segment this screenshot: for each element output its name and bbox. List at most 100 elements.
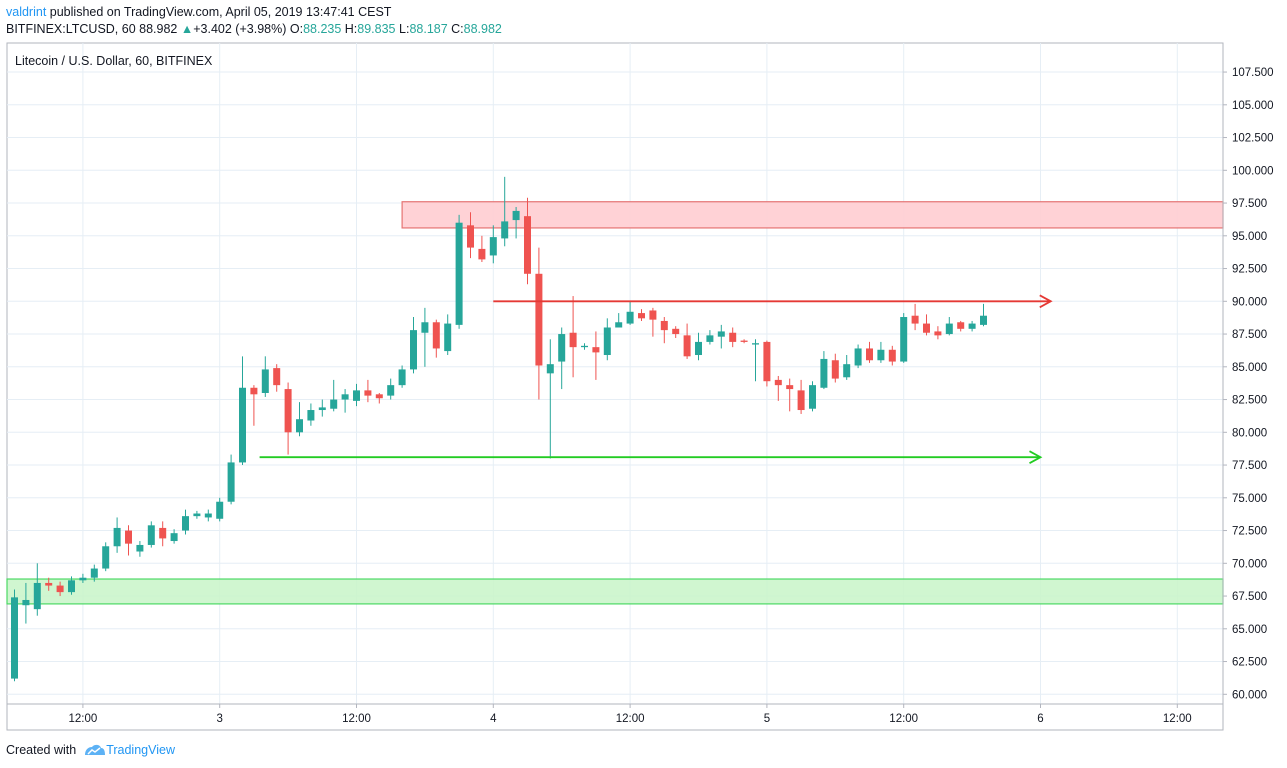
candle[interactable]	[216, 497, 224, 522]
candle[interactable]	[866, 341, 873, 363]
candle[interactable]	[307, 403, 315, 426]
candle-body[interactable]	[375, 394, 383, 399]
candle-body[interactable]	[695, 341, 702, 356]
candle-body[interactable]	[125, 530, 132, 544]
candle-body[interactable]	[900, 317, 908, 362]
candle[interactable]	[147, 521, 155, 548]
candle[interactable]	[501, 176, 509, 247]
candle-body[interactable]	[706, 335, 714, 342]
candle[interactable]	[535, 247, 543, 400]
candle[interactable]	[353, 383, 360, 407]
candle-body[interactable]	[968, 323, 976, 329]
candle[interactable]	[957, 320, 965, 332]
candle[interactable]	[615, 313, 623, 328]
candle-body[interactable]	[113, 527, 121, 547]
candle-body[interactable]	[261, 369, 269, 393]
tradingview-brand[interactable]: TradingView	[80, 743, 175, 757]
candle[interactable]	[410, 317, 417, 374]
candle-body[interactable]	[489, 237, 497, 256]
candle-body[interactable]	[809, 385, 816, 409]
candle[interactable]	[455, 214, 463, 329]
candle-body[interactable]	[33, 582, 41, 610]
candle-body[interactable]	[444, 323, 452, 352]
candle-body[interactable]	[774, 379, 782, 386]
candle[interactable]	[923, 314, 930, 336]
candle-body[interactable]	[478, 248, 486, 260]
candle-body[interactable]	[11, 597, 18, 679]
candle[interactable]	[273, 364, 281, 392]
candle[interactable]	[831, 353, 839, 383]
candle[interactable]	[467, 212, 474, 259]
candle[interactable]	[318, 399, 326, 417]
candle-body[interactable]	[102, 546, 110, 569]
candle-body[interactable]	[364, 390, 372, 396]
candle[interactable]	[877, 341, 885, 363]
brand-label[interactable]: TradingView	[106, 743, 175, 757]
candle[interactable]	[227, 454, 235, 505]
candle-body[interactable]	[56, 585, 64, 593]
candle-body[interactable]	[353, 390, 360, 401]
candle-body[interactable]	[193, 513, 201, 517]
candle-body[interactable]	[398, 369, 406, 386]
candle[interactable]	[296, 402, 303, 437]
candle-body[interactable]	[307, 410, 315, 421]
candle[interactable]	[809, 381, 816, 412]
candle-body[interactable]	[603, 327, 611, 356]
candle[interactable]	[113, 517, 121, 553]
candle-body[interactable]	[410, 330, 417, 370]
candle[interactable]	[375, 393, 383, 404]
candle[interactable]	[56, 581, 64, 597]
candle-body[interactable]	[888, 349, 896, 362]
candle-body[interactable]	[615, 322, 623, 328]
candle[interactable]	[33, 563, 41, 616]
candle-body[interactable]	[923, 323, 930, 333]
candle[interactable]	[170, 529, 178, 544]
candle-body[interactable]	[68, 580, 75, 593]
candle[interactable]	[740, 339, 748, 344]
candle-body[interactable]	[204, 513, 212, 518]
candle-body[interactable]	[877, 349, 885, 361]
candle-body[interactable]	[649, 310, 657, 320]
candle[interactable]	[22, 582, 30, 624]
candle-body[interactable]	[170, 533, 178, 542]
candle[interactable]	[934, 326, 942, 340]
candle[interactable]	[489, 225, 497, 264]
candle-body[interactable]	[740, 340, 748, 342]
candle[interactable]	[387, 378, 395, 400]
candle[interactable]	[136, 541, 144, 557]
candle[interactable]	[524, 197, 531, 285]
candle-body[interactable]	[535, 273, 543, 366]
candle-body[interactable]	[843, 364, 851, 378]
candle[interactable]	[45, 577, 53, 591]
candle[interactable]	[558, 327, 566, 390]
candle[interactable]	[706, 330, 714, 345]
candle[interactable]	[512, 206, 520, 239]
author-link[interactable]: valdrint	[6, 5, 47, 19]
candle[interactable]	[102, 542, 110, 572]
candle-body[interactable]	[660, 320, 668, 331]
candle-body[interactable]	[729, 332, 737, 342]
candle[interactable]	[398, 365, 406, 388]
candle[interactable]	[695, 332, 702, 361]
candle[interactable]	[68, 576, 75, 595]
candle[interactable]	[683, 323, 691, 359]
candle[interactable]	[786, 378, 794, 412]
candle[interactable]	[432, 319, 440, 358]
candle-body[interactable]	[980, 315, 987, 325]
candle[interactable]	[159, 521, 167, 547]
candle-body[interactable]	[797, 390, 805, 411]
candle[interactable]	[546, 339, 554, 459]
candle[interactable]	[182, 509, 189, 535]
candle-body[interactable]	[227, 462, 235, 502]
candle-body[interactable]	[626, 311, 634, 324]
candle[interactable]	[79, 573, 87, 583]
candle[interactable]	[90, 564, 98, 582]
candle-body[interactable]	[831, 360, 839, 379]
candle[interactable]	[284, 382, 292, 455]
candle-body[interactable]	[672, 328, 680, 335]
candle-body[interactable]	[683, 335, 691, 357]
candle-body[interactable]	[911, 315, 919, 324]
candle-body[interactable]	[569, 332, 577, 348]
candle[interactable]	[945, 317, 953, 336]
candle[interactable]	[364, 379, 372, 403]
